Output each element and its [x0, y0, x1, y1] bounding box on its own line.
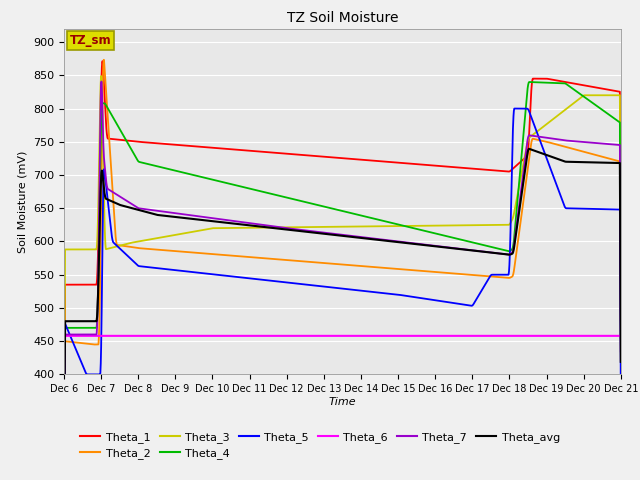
Theta_avg — [298, 228, 305, 234]
Theta_5 — [546, 165, 554, 170]
Theta_2 — [124, 244, 132, 250]
Theta_avg — [525, 146, 533, 152]
Theta_3 — [606, 92, 614, 98]
Theta_3 — [274, 225, 282, 230]
Line: Theta_7: Theta_7 — [64, 82, 621, 480]
Theta_4 — [617, 336, 625, 341]
Theta_3 — [97, 73, 105, 79]
Theta_4 — [525, 79, 533, 85]
Theta_7 — [546, 135, 554, 141]
Theta_2 — [100, 57, 108, 63]
Theta_avg — [124, 204, 131, 210]
Theta_1 — [124, 138, 132, 144]
Title: TZ Soil Moisture: TZ Soil Moisture — [287, 11, 398, 25]
Y-axis label: Soil Moisture (mV): Soil Moisture (mV) — [17, 150, 28, 253]
Theta_1 — [274, 150, 282, 156]
Theta_5 — [617, 386, 625, 392]
Theta_7 — [298, 227, 306, 233]
Theta_avg — [606, 160, 614, 166]
Theta_1 — [157, 141, 164, 146]
Theta_2 — [298, 258, 306, 264]
Theta_1 — [60, 459, 68, 465]
Theta_5 — [298, 281, 305, 287]
Theta_7 — [124, 199, 132, 204]
Theta_7 — [274, 224, 282, 230]
Line: Theta_5: Theta_5 — [64, 108, 621, 480]
Theta_1 — [546, 76, 554, 82]
X-axis label: Time: Time — [328, 397, 356, 407]
Theta_5 — [606, 206, 614, 212]
Theta_1 — [298, 152, 306, 158]
Theta_5 — [157, 265, 164, 271]
Theta_3 — [60, 442, 68, 448]
Theta_6 — [274, 333, 282, 339]
Theta_4 — [274, 192, 282, 198]
Theta_6 — [124, 333, 131, 339]
Theta_5 — [511, 106, 518, 111]
Theta_2 — [157, 247, 164, 253]
Theta_2 — [274, 256, 282, 262]
Theta_3 — [617, 320, 625, 325]
Theta_6 — [298, 333, 305, 339]
Theta_7 — [617, 348, 625, 354]
Theta_4 — [546, 80, 554, 85]
Theta_6 — [617, 333, 625, 339]
Theta_2 — [617, 358, 625, 364]
Theta_avg — [617, 359, 625, 365]
Theta_2 — [606, 156, 614, 162]
Line: Theta_2: Theta_2 — [64, 60, 621, 480]
Theta_5 — [60, 479, 68, 480]
Line: Theta_avg: Theta_avg — [64, 149, 621, 480]
Theta_3 — [298, 224, 306, 230]
Theta_6 — [60, 333, 68, 339]
Theta_7 — [97, 79, 105, 84]
Theta_avg — [157, 213, 164, 218]
Theta_avg — [60, 478, 68, 480]
Theta_7 — [606, 141, 614, 147]
Theta_6 — [157, 333, 164, 339]
Theta_avg — [546, 154, 554, 159]
Theta_3 — [124, 241, 132, 247]
Theta_2 — [546, 140, 554, 145]
Line: Theta_3: Theta_3 — [64, 76, 621, 445]
Theta_avg — [274, 226, 282, 231]
Theta_7 — [157, 208, 164, 214]
Theta_3 — [157, 235, 164, 240]
Line: Theta_4: Theta_4 — [64, 82, 621, 480]
Theta_5 — [124, 253, 131, 259]
Theta_3 — [546, 119, 554, 124]
Theta_5 — [274, 278, 282, 284]
Theta_6 — [606, 333, 614, 339]
Theta_4 — [298, 198, 305, 204]
Theta_1 — [99, 58, 106, 64]
Theta_1 — [617, 317, 625, 323]
Theta_6 — [546, 333, 554, 339]
Line: Theta_1: Theta_1 — [64, 61, 621, 462]
Legend: Theta_1, Theta_2, Theta_3, Theta_4, Theta_5, Theta_6, Theta_7, Theta_avg: Theta_1, Theta_2, Theta_3, Theta_4, Thet… — [81, 432, 560, 459]
Text: TZ_sm: TZ_sm — [70, 35, 111, 48]
Theta_4 — [124, 140, 131, 145]
Theta_4 — [157, 164, 164, 170]
Theta_1 — [606, 87, 614, 93]
Theta_4 — [606, 112, 614, 118]
